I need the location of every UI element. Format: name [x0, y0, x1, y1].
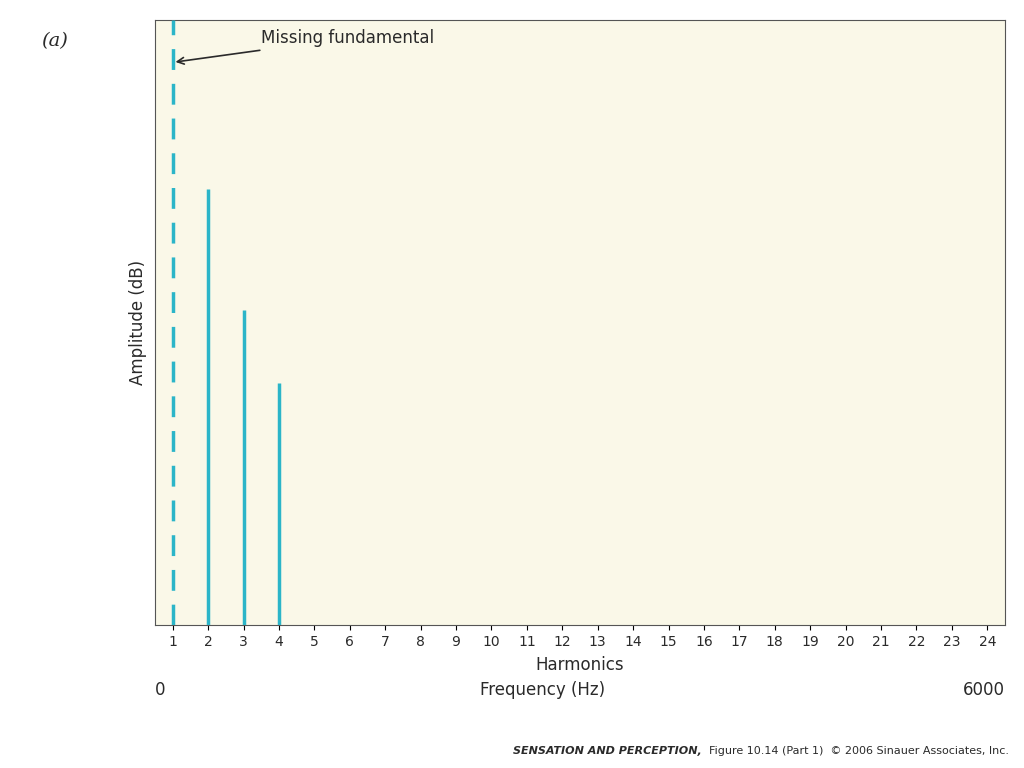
- Text: 0: 0: [155, 681, 166, 699]
- Text: Figure 10.14 (Part 1)  © 2006 Sinauer Associates, Inc.: Figure 10.14 (Part 1) © 2006 Sinauer Ass…: [701, 746, 1009, 756]
- Text: (a): (a): [41, 32, 68, 50]
- Text: Missing fundamental: Missing fundamental: [177, 29, 434, 64]
- Y-axis label: Amplitude (dB): Amplitude (dB): [129, 260, 146, 385]
- X-axis label: Harmonics: Harmonics: [536, 656, 625, 674]
- Text: Frequency (Hz): Frequency (Hz): [480, 681, 605, 699]
- Text: SENSATION AND PERCEPTION,: SENSATION AND PERCEPTION,: [513, 746, 701, 756]
- Text: 6000: 6000: [963, 681, 1005, 699]
